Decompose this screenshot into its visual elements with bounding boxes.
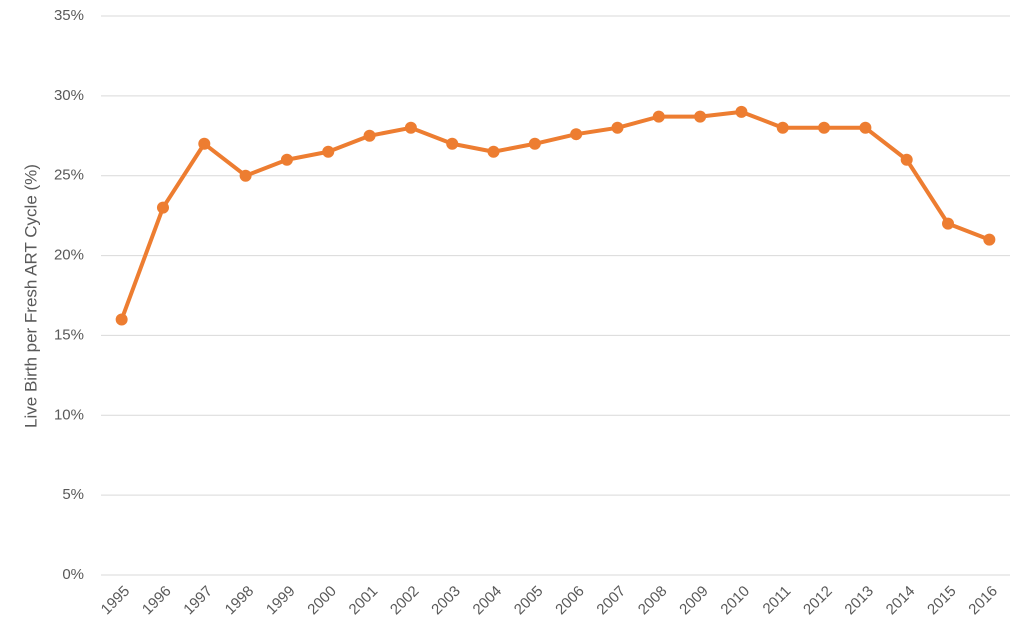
y-tick-label: 5% xyxy=(62,486,84,503)
y-tick-label: 10% xyxy=(54,406,84,423)
data-point xyxy=(983,233,996,246)
x-tick-label: 2012 xyxy=(800,583,836,619)
data-point xyxy=(487,145,500,158)
data-point xyxy=(239,169,252,182)
data-point xyxy=(115,313,128,326)
x-tick-label: 2008 xyxy=(635,583,671,619)
x-tick-label: 2005 xyxy=(511,583,547,619)
data-point xyxy=(611,121,624,134)
x-tick-label: 1999 xyxy=(263,583,299,619)
y-tick-label: 15% xyxy=(54,326,84,343)
x-tick-label: 1998 xyxy=(222,583,258,619)
x-tick-label: 1995 xyxy=(98,583,134,619)
x-tick-label: 2000 xyxy=(304,583,340,619)
x-tick-label: 2010 xyxy=(717,583,753,619)
data-point xyxy=(776,121,789,134)
x-tick-label: 2015 xyxy=(924,583,960,619)
data-point xyxy=(859,121,872,134)
x-tick-label: 2013 xyxy=(841,583,877,619)
data-point xyxy=(652,110,665,123)
x-tick-label: 2007 xyxy=(593,583,629,619)
x-tick-label: 2011 xyxy=(760,583,795,618)
x-tick-label: 1996 xyxy=(139,583,175,619)
x-tick-label: 2006 xyxy=(552,583,588,619)
y-tick-label: 0% xyxy=(62,566,84,583)
data-point xyxy=(735,105,748,118)
x-tick-label: 2014 xyxy=(883,583,919,619)
series-line xyxy=(119,109,991,321)
data-point xyxy=(404,121,417,134)
y-axis-label: Live Birth per Fresh ART Cycle (%) xyxy=(21,164,40,428)
data-point xyxy=(280,153,293,166)
data-point xyxy=(694,110,707,123)
x-tick-label: 2016 xyxy=(965,583,1001,619)
data-point xyxy=(363,129,376,142)
x-tick-label: 2003 xyxy=(428,583,464,619)
y-tick-label: 30% xyxy=(54,87,84,104)
data-point xyxy=(900,153,913,166)
data-point xyxy=(446,137,459,150)
y-tick-label: 20% xyxy=(54,247,84,264)
data-point xyxy=(322,145,335,158)
data-point xyxy=(942,217,955,230)
y-tick-label: 25% xyxy=(54,167,84,184)
data-point xyxy=(156,201,169,214)
x-tick-label: 2001 xyxy=(346,583,382,619)
x-tick-label: 2009 xyxy=(676,583,712,619)
data-point xyxy=(528,137,541,150)
x-tick-label: 1997 xyxy=(180,583,216,619)
y-tick-label: 35% xyxy=(54,7,84,24)
x-tick-label: 2002 xyxy=(387,583,423,619)
data-point xyxy=(818,121,831,134)
data-point xyxy=(198,137,211,150)
data-point xyxy=(570,128,583,141)
x-tick-label: 2004 xyxy=(470,583,506,619)
